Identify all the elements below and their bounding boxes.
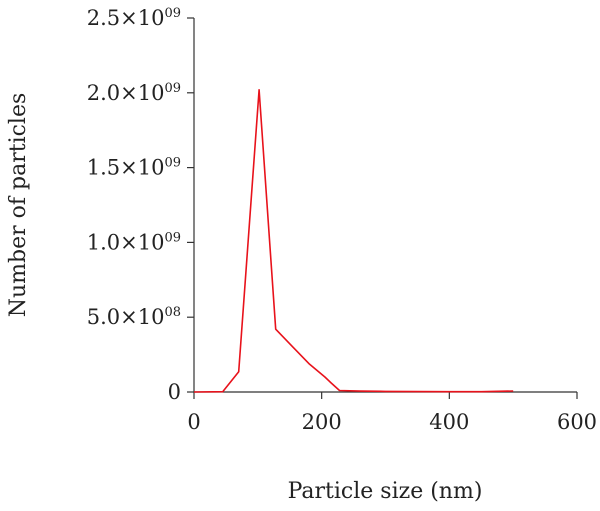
y-tick-label: 1.5×1009 xyxy=(87,156,181,180)
series-line xyxy=(193,89,514,393)
x-axis-title: Particle size (nm) xyxy=(288,479,483,504)
y-tick-label-exponent: 09 xyxy=(164,81,181,96)
y-tick-label-exponent: 08 xyxy=(164,305,181,320)
y-axis-title: Number of particles xyxy=(6,93,31,318)
x-tick-label: 200 xyxy=(302,410,342,434)
x-axis-ticks: 0 200 400 600 xyxy=(187,392,597,434)
y-tick-label-exponent: 09 xyxy=(164,230,181,245)
y-tick-label-exponent: 09 xyxy=(164,6,181,21)
y-tick-label: 2.0×1009 xyxy=(87,81,181,105)
y-axis-ticks: 05.0×10081.0×10091.5×10092.0×10092.5×100… xyxy=(87,6,194,404)
y-tick-label: 1.0×1009 xyxy=(87,230,181,254)
y-tick-label-base: 0 xyxy=(168,380,181,404)
y-tick-label-base: 1.5×10 xyxy=(87,156,165,180)
y-tick-label-base: 1.0×10 xyxy=(87,230,165,254)
x-tick-label: 0 xyxy=(187,410,200,434)
y-tick-label-base: 5.0×10 xyxy=(87,305,165,329)
x-tick-label: 600 xyxy=(557,410,597,434)
y-tick-label: 0 xyxy=(168,380,181,404)
y-tick-label-base: 2.0×10 xyxy=(87,81,165,105)
x-tick-label: 400 xyxy=(429,410,469,434)
y-tick-label-base: 2.5×10 xyxy=(87,6,165,30)
y-tick-label: 2.5×1009 xyxy=(87,6,181,30)
y-tick-label: 5.0×1008 xyxy=(87,305,181,329)
series-group xyxy=(193,89,514,393)
y-tick-label-exponent: 09 xyxy=(164,156,181,171)
